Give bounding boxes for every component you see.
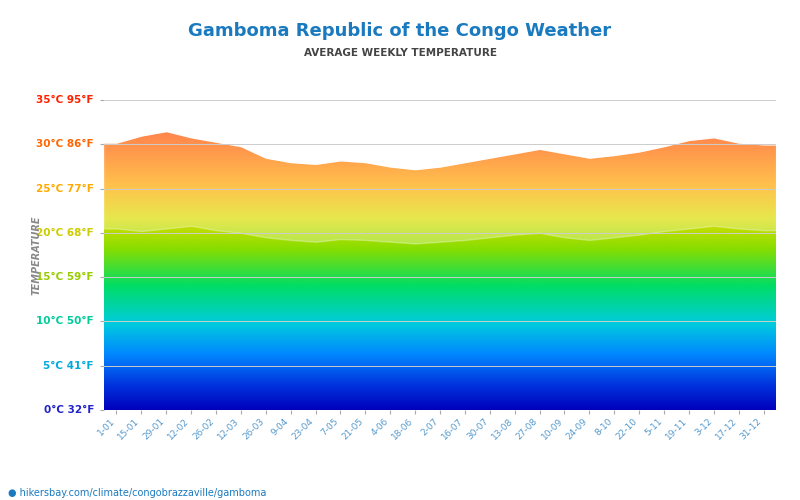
Text: 0°C 32°F: 0°C 32°F: [43, 405, 94, 415]
Text: ● hikersbay.com/climate/congobrazzaville/gamboma: ● hikersbay.com/climate/congobrazzaville…: [8, 488, 266, 498]
Text: 15°C 59°F: 15°C 59°F: [37, 272, 94, 282]
Text: AVERAGE WEEKLY TEMPERATURE: AVERAGE WEEKLY TEMPERATURE: [303, 48, 497, 58]
Text: 35°C 95°F: 35°C 95°F: [37, 95, 94, 105]
Text: TEMPERATURE: TEMPERATURE: [32, 215, 42, 294]
Text: 5°C 41°F: 5°C 41°F: [43, 360, 94, 370]
Text: 30°C 86°F: 30°C 86°F: [36, 140, 94, 149]
Text: 20°C 68°F: 20°C 68°F: [36, 228, 94, 238]
Text: 10°C 50°F: 10°C 50°F: [36, 316, 94, 326]
Text: Gamboma Republic of the Congo Weather: Gamboma Republic of the Congo Weather: [189, 22, 611, 40]
Text: 25°C 77°F: 25°C 77°F: [36, 184, 94, 194]
